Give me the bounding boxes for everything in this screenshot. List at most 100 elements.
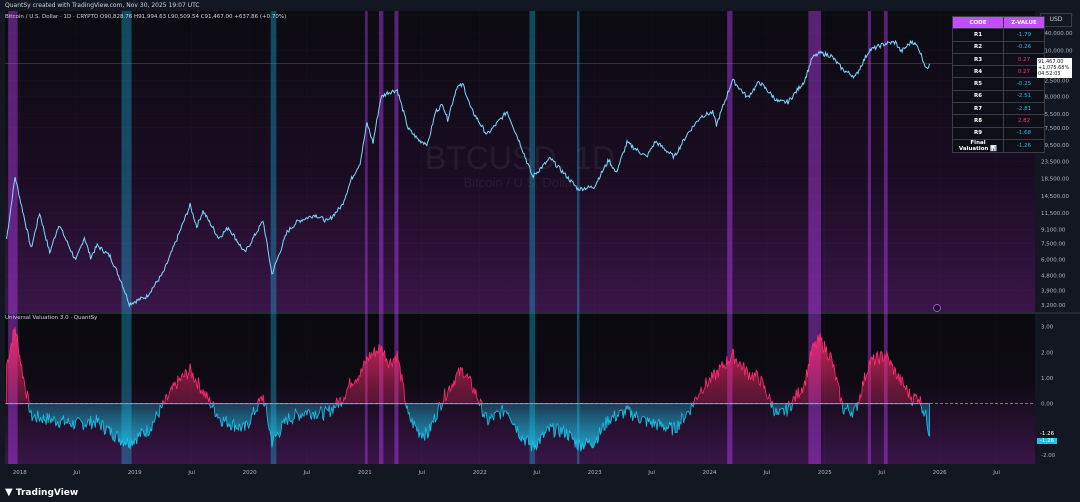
alert-marker[interactable] [933, 304, 941, 312]
table-header-code: CODE [952, 15, 1004, 30]
table-cell-zvalue: -2.51 [1003, 89, 1045, 104]
indicator-tick-label: -2.00 [1041, 453, 1056, 459]
time-tick-label: Jul [303, 470, 311, 476]
table-row: R7 -2.81 [952, 102, 1045, 116]
ohlc-high: H91,994.63 [134, 14, 167, 20]
chart-canvas[interactable]: BTCUSD, 1D Bitcoin / U.S. Dollar 3,200.0… [0, 11, 1080, 484]
symbol-title: Bitcoin / U.S. Dollar · 1D · CRYPTO [5, 14, 99, 20]
indicator-tick-label: 0.00 [1041, 402, 1054, 408]
footer-bar: ▼ TradingView [0, 484, 1080, 502]
price-tick-label: 18,500.00 [1041, 177, 1069, 183]
price-tick-label: 7,500.00 [1041, 242, 1066, 248]
time-tick-label: Jul [417, 470, 425, 476]
price-tick-label: 14,500.00 [1041, 194, 1069, 200]
time-tick-label: 2024 [703, 470, 717, 476]
ohlc-close: C91,467.00 [200, 14, 233, 20]
price-tick-label: 3,900.00 [1041, 289, 1066, 295]
table-cell-zvalue: -0.26 [1003, 40, 1045, 54]
time-tick-label: Jul [762, 470, 770, 476]
bar-countdown: 04:52:03 [1038, 70, 1061, 77]
indicator-value-tag: -1.26 [1037, 431, 1057, 438]
price-tick-label: 3,200.00 [1041, 303, 1066, 309]
table-cell-zvalue: -1.79 [1003, 28, 1045, 42]
indicator-axis[interactable]: -2.00 0.00 1.00 2.00 3.00 [1041, 325, 1056, 459]
time-tick-label: Jul [187, 470, 195, 476]
time-tick-label: Jul [72, 470, 80, 476]
time-tick-label: 2026 [933, 470, 947, 476]
valuation-band [365, 11, 368, 464]
price-tick-label: 29,500.00 [1041, 143, 1069, 149]
table-cell-code: R3 [952, 52, 1004, 67]
table-cell-code: R1 [952, 28, 1004, 42]
table-row: R3 0.27 [952, 52, 1045, 67]
price-tick-label: 23,500.00 [1041, 159, 1069, 165]
indicator-title: Universal Valuation 3.0 · QuantSy [5, 315, 98, 321]
tradingview-logo-icon: ▼ [5, 487, 13, 498]
valuation-band [270, 11, 277, 464]
table-row: R2 -0.26 [952, 40, 1045, 54]
watermark-subtitle: Bitcoin / U.S. Dollar [464, 175, 577, 190]
indicator-tick-label: 1.00 [1041, 376, 1054, 382]
price-tick-label: 72,500.00 [1041, 78, 1069, 84]
table-cell-code: R7 [952, 102, 1004, 116]
table-cell-zvalue: -1.26 [1003, 138, 1045, 153]
time-tick-label: Jul [532, 470, 540, 476]
time-tick-label: Jul [877, 470, 885, 476]
valuation-band [727, 11, 733, 464]
table-header-zvalue: Z-VALUE [1003, 15, 1045, 30]
table-cell-zvalue: -2.81 [1003, 102, 1045, 116]
price-tick-label: 6,000.00 [1041, 258, 1066, 264]
indicator-value: -1.26 [1039, 431, 1055, 438]
time-tick-label: 2023 [588, 470, 602, 476]
time-tick-label: 2021 [358, 470, 372, 476]
ohlc-change: +637.86 (+0.70%) [234, 14, 287, 20]
attribution-text: QuantSy created with TradingView.com, No… [5, 2, 200, 9]
ohlc-low: L90,509.54 [167, 14, 199, 20]
price-tick-label: 45,500.00 [1041, 112, 1069, 118]
table-cell-code: R4 [952, 65, 1004, 79]
price-tick-label: 58,000.00 [1041, 94, 1069, 100]
current-price-tag: 91,467.00 +1,075.68% 04:52:03 [1037, 57, 1072, 78]
table-cell-code: R2 [952, 40, 1004, 54]
indicator-value-2: -1.26 [1039, 438, 1055, 445]
valuation-band [576, 11, 580, 464]
price-tick-label: 9,100.00 [1041, 228, 1066, 234]
table-row: R6 -2.51 [952, 89, 1045, 104]
price-value: 91,467.00 [1038, 58, 1064, 65]
table-cell-zvalue: -0.25 [1003, 77, 1045, 91]
price-line [6, 39, 930, 308]
price-tick-label: 110,000.00 [1041, 48, 1073, 54]
currency-label: USD [1049, 16, 1063, 23]
time-tick-label: 2022 [473, 470, 487, 476]
ohlc-open: O90,828.76 [99, 14, 133, 20]
zvalue-negative-area [6, 402, 930, 452]
time-tick-label: 2018 [13, 470, 27, 476]
table-cell-code: R5 [952, 77, 1004, 91]
valuation-band [378, 11, 384, 464]
indicator-tick-label: 3.00 [1041, 325, 1054, 331]
table-cell-code: R6 [952, 89, 1004, 104]
valuation-band [8, 11, 18, 464]
price-tick-label: 11,500.00 [1041, 211, 1069, 217]
table-row: R8 2.82 [952, 114, 1045, 128]
valuation-band [121, 11, 132, 464]
table-cell-code: Final Valuation 📊 [952, 138, 1004, 153]
watermark-symbol: BTCUSD, 1D [425, 140, 615, 176]
price-change: +1,075.68% [1038, 64, 1070, 71]
table-header-row: CODE Z-VALUE [952, 15, 1045, 30]
time-axis[interactable]: 2018 Jul 2019 Jul 2020 Jul 2021 Jul 2022 Jul 2023 J… [13, 470, 1001, 476]
table-row: Final Valuation 📊 -1.26 [952, 138, 1045, 153]
footer-brand: TradingView [15, 488, 79, 498]
attribution-bar: QuantSy created with TradingView.com, No… [0, 0, 1080, 11]
valuation-band [529, 11, 536, 464]
table-cell-code: R8 [952, 114, 1004, 128]
table-cell-code: R9 [952, 126, 1004, 140]
indicator-tick-label: 2.00 [1041, 350, 1054, 356]
table-cell-zvalue: 0.27 [1003, 65, 1045, 79]
indicator-legend[interactable]: Universal Valuation 3.0 · QuantSy [5, 315, 97, 321]
price-tick-label: 140,000.00 [1041, 31, 1073, 37]
table-cell-zvalue: 2.82 [1003, 114, 1045, 128]
time-tick-label: 2020 [243, 470, 257, 476]
price-tick-label: 4,800.00 [1041, 274, 1066, 280]
valuation-band [867, 11, 871, 464]
